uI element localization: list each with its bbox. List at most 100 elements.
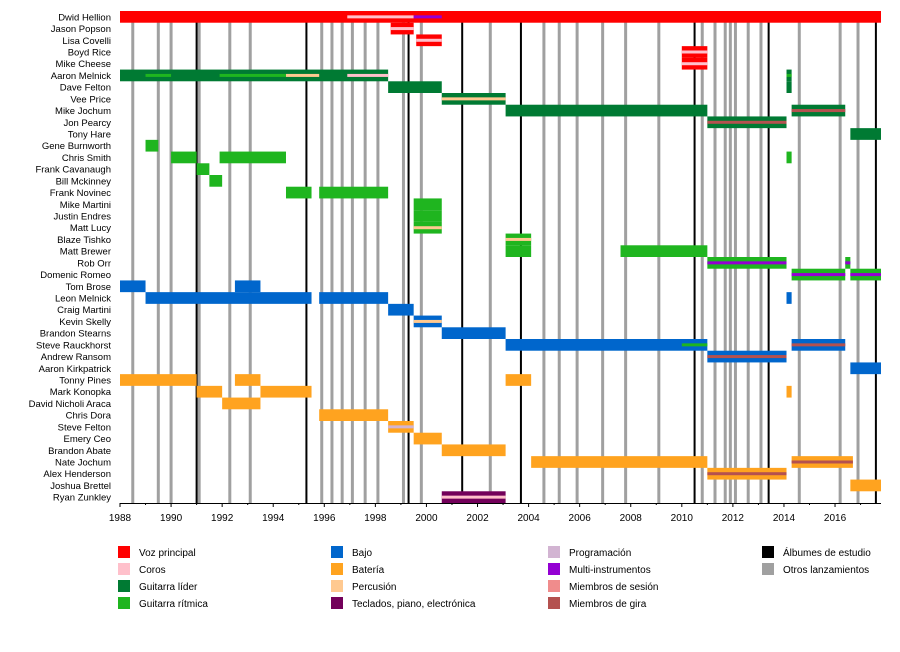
x-tick-label: 1994 [262,513,285,524]
legend-label-studio: Álbumes de estudio [783,546,871,559]
x-tick-label: 2000 [415,513,438,524]
member-bar-inner-percussion [285,73,320,77]
member-label: Boyd Rice [68,48,111,59]
member-label: Chris Smith [62,153,111,164]
member-label: Steve Rauckhorst [36,340,111,351]
member-label: Alex Henderson [43,469,111,480]
member-bar-inner-percussion [441,97,506,101]
member-bar-bass [319,292,389,304]
x-tick-label: 2008 [620,513,643,524]
member-bar-inner-touring [707,355,787,359]
member-bar-inner-rhythm [681,343,708,347]
member-bar-drums [234,374,261,386]
member-bar-inner-backing [681,50,708,54]
member-label: Lisa Covelli [62,36,111,47]
legend-label-programming: Programación [569,548,631,559]
member-label: Tonny Pines [59,376,111,387]
member-label: Tony Hare [68,130,111,141]
legend-label-keys: Teclados, piano, electrónica [352,599,476,610]
member-bar-inner-rhythm [145,73,172,77]
member-bar-lead [850,128,881,140]
legend-label-percussion: Percusión [352,582,396,593]
member-label: Craig Martini [57,305,111,316]
member-bar-inner-multi [845,261,851,265]
legend-swatch-lead [118,580,130,592]
member-label: Jason Popson [51,24,111,35]
member-bar-inner-touring [791,343,846,347]
member-bar-inner-percussion [413,319,442,323]
member-label: Mike Martini [60,200,111,211]
legend-swatch-rhythm [118,597,130,609]
member-bar-drums [120,374,197,386]
member-bar-bass [441,327,506,339]
member-label: Blaze Tishko [57,235,111,246]
member-bar-rhythm [285,186,312,199]
member-bar-inner-rhythm [219,73,286,77]
x-tick-label: 1992 [211,513,234,524]
legend-swatch-multi [548,563,560,575]
x-tick-label: 2012 [722,513,745,524]
member-label: Andrew Ransom [41,352,111,363]
member-bar-drums [222,397,261,410]
legend-swatch-drums [331,563,343,575]
legend-swatch-other [762,563,774,575]
x-tick-label: 2002 [466,513,489,524]
legend-swatch-programming [548,546,560,558]
legend-swatch-session [548,580,560,592]
member-label: David Nicholi Araca [29,399,112,410]
member-label: Frank Novinec [50,188,111,199]
member-label: Steve Felton [58,422,111,433]
x-tick-label: 2006 [569,513,592,524]
member-bar-drums [413,432,442,445]
legend-label-vocals: Voz principal [139,548,196,559]
member-label: Brandon Abate [48,446,111,457]
member-bar-rhythm [319,186,389,199]
member-bar-lead [505,104,708,117]
member-bar-inner-backing [441,495,506,499]
member-bar-bass [388,303,414,316]
member-label: Rob Orr [77,258,111,269]
member-bar-rhythm [413,198,442,211]
legend: Voz principal Coros Guitarra líder Guitarra… [118,546,871,610]
member-bar-bass [120,280,146,293]
member-label: Dave Felton [60,83,111,94]
member-bar-rhythm [219,151,286,164]
member-label: Nate Jochum [55,458,111,469]
legend-swatch-keys [331,597,343,609]
legend-swatch-vocals [118,546,130,558]
member-label: Frank Cavanaugh [35,165,111,176]
member-label: Gene Burnworth [42,141,111,152]
member-label: Mike Jochum [55,106,111,117]
legend-swatch-touring [548,597,560,609]
member-label: Tom Brose [66,282,111,293]
legend-label-drums: Batería [352,565,385,576]
member-bar-rhythm [413,210,442,222]
member-bar-inner-touring [707,120,787,124]
legend-label-multi: Multi-instrumentos [569,565,651,576]
x-tick-label: 2004 [517,513,540,524]
x-tick-label: 1996 [313,513,336,524]
member-label: Emery Ceo [63,434,111,445]
member-bar-lead [786,81,792,93]
member-label: Bill Mckinney [56,176,112,187]
member-label: Mark Konopka [50,387,112,398]
member-bar-inner-touring [707,472,787,476]
member-bar-bass [234,280,261,293]
x-tick-label: 1988 [109,513,132,524]
member-bar-inner-rhythm [786,73,792,77]
legend-swatch-backing [118,563,130,575]
member-label: Brandon Stearns [40,329,112,340]
member-label: Matt Brewer [60,247,111,258]
member-bar-drums [196,385,223,398]
member-bar-inner-multi [850,273,881,277]
legend-label-session: Miembros de sesión [569,582,658,593]
legend-label-backing: Coros [139,565,166,576]
member-bar-drums [260,385,312,398]
member-bar-lead [388,81,442,93]
member-bar-inner-multi [413,15,442,19]
legend-swatch-percussion [331,580,343,592]
member-bar-drums [441,444,506,457]
member-label: Dwid Hellion [58,12,111,23]
member-label: Mike Cheese [56,59,111,70]
